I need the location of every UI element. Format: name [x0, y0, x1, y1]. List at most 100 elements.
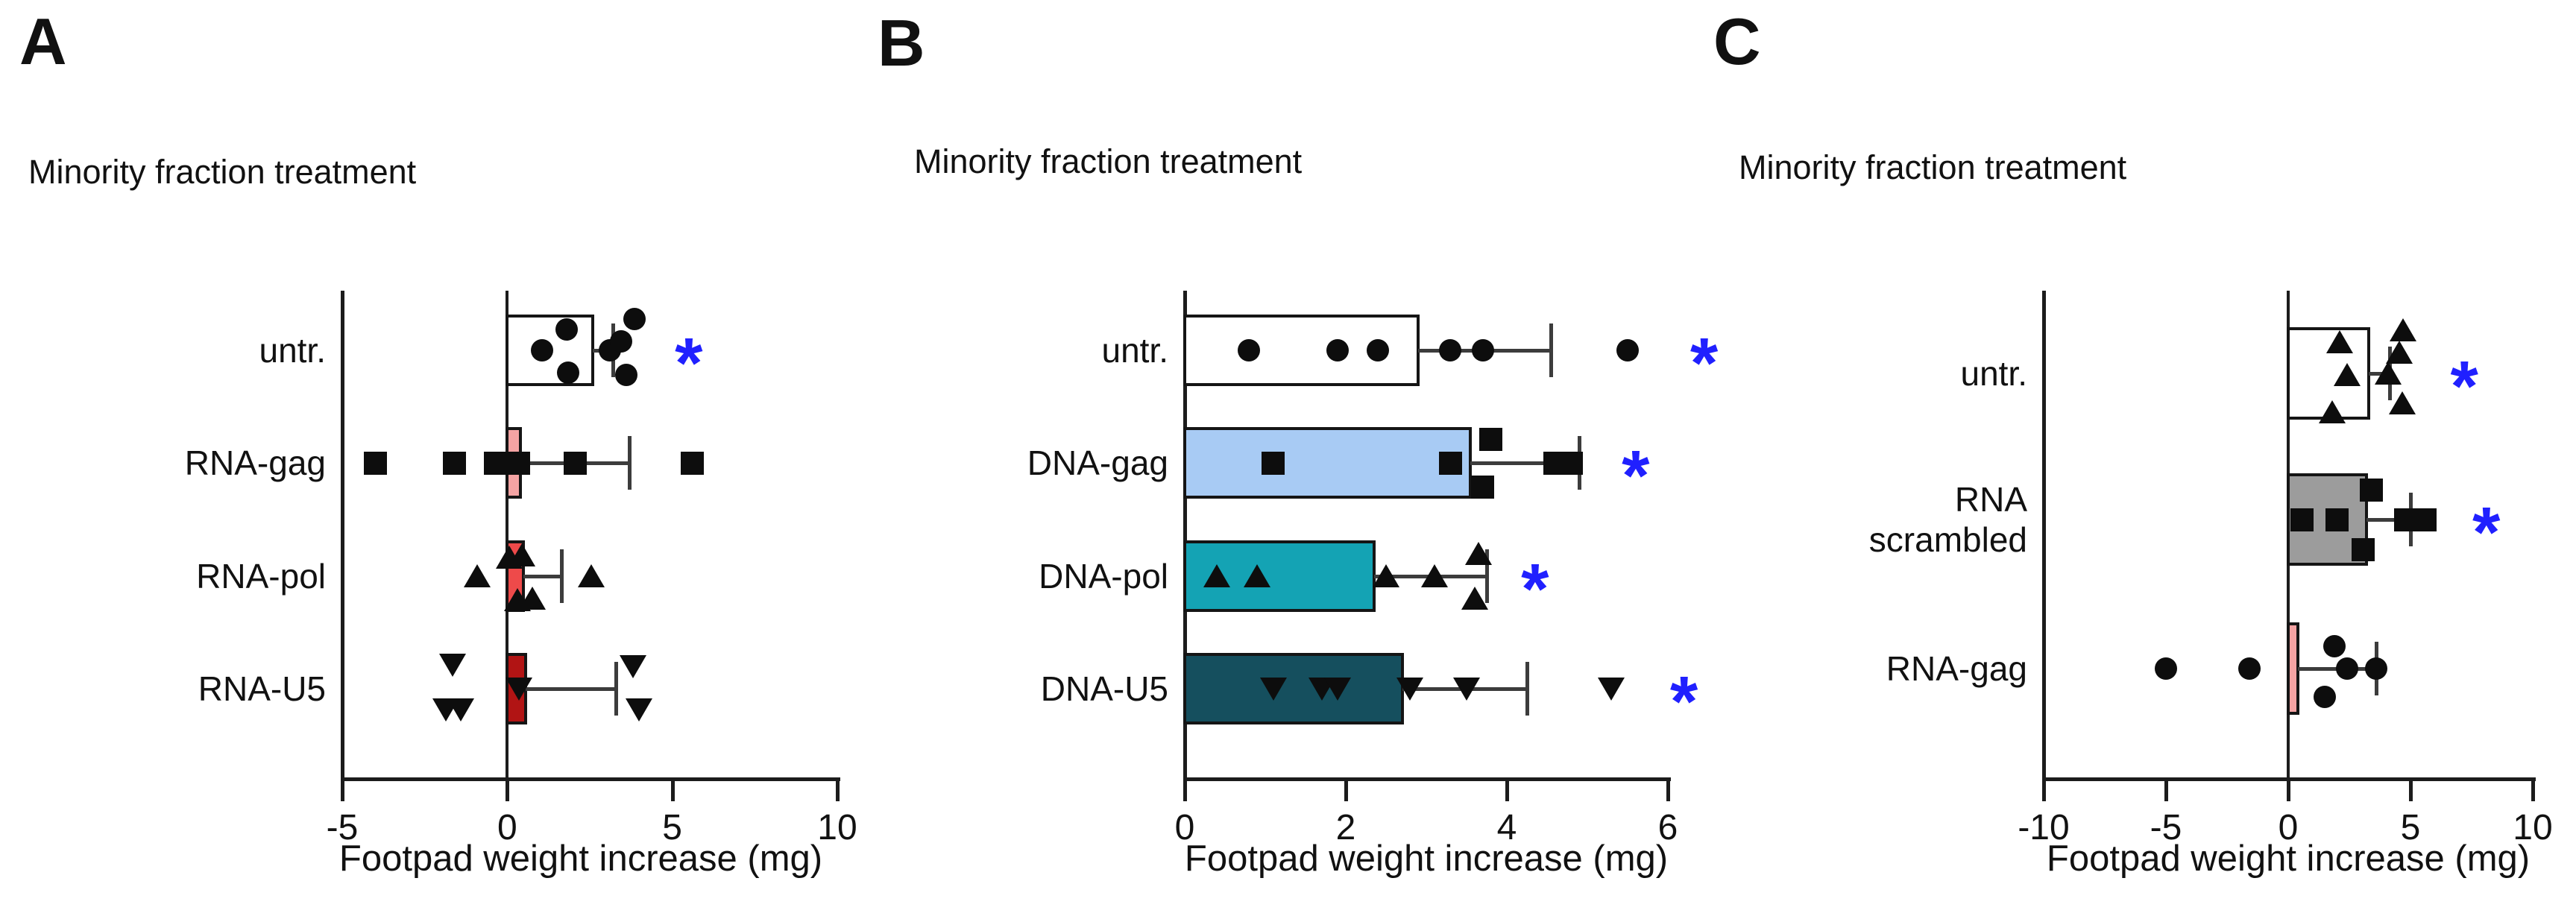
error-bar-cap [1525, 662, 1529, 716]
triangle-up-marker [1373, 564, 1399, 587]
triangle-down-marker [439, 654, 467, 677]
triangle-down-marker [1259, 678, 1287, 701]
square-marker [507, 451, 531, 475]
bar [2287, 622, 2300, 715]
x-axis-line [341, 777, 840, 781]
significance-asterisk: * [1689, 323, 1719, 403]
triangle-up-marker [1461, 587, 1488, 610]
square-marker [443, 451, 466, 475]
circle-marker [1238, 339, 1261, 361]
row-label: RNA-gag [1886, 649, 2027, 688]
axis-tick [341, 777, 344, 801]
axis-tick [1183, 777, 1187, 801]
error-bar-cap [614, 662, 619, 716]
x-axis-line [1183, 777, 1671, 781]
row-label: untr. [259, 331, 326, 370]
square-marker [1559, 451, 1583, 475]
square-marker [680, 451, 704, 475]
tick-label: 2 [1335, 808, 1356, 847]
row-label: untr. [1101, 331, 1168, 370]
square-marker [2413, 508, 2437, 531]
axis-tick [1666, 777, 1670, 801]
square-marker [2290, 508, 2314, 531]
circle-marker [2238, 657, 2261, 680]
tick-label: -5 [2150, 808, 2182, 847]
significance-asterisk: * [675, 323, 703, 403]
triangle-up-marker [1203, 564, 1231, 587]
circle-marker [614, 364, 637, 386]
circle-marker [2365, 657, 2388, 680]
triangle-up-marker [2325, 330, 2353, 353]
circle-marker [2314, 686, 2337, 708]
x-axis-title-b: Footpad weight increase (mg) [1184, 839, 1669, 879]
square-marker [1478, 427, 1502, 451]
square-marker [484, 451, 508, 475]
square-marker [1471, 475, 1495, 499]
tick-label: 10 [817, 808, 857, 847]
square-marker [363, 451, 387, 475]
circle-marker [1471, 339, 1494, 361]
panel-letter-b: B [878, 6, 925, 80]
axis-tick [506, 777, 510, 801]
significance-asterisk: * [1521, 549, 1549, 629]
zero-line [506, 291, 509, 781]
square-marker [2393, 508, 2417, 531]
axis-tick [1505, 777, 1509, 801]
square-marker [2360, 478, 2384, 502]
axis-tick [670, 777, 675, 801]
x-axis-title-a: Footpad weight increase (mg) [338, 839, 823, 879]
triangle-up-marker [2319, 400, 2346, 423]
triangle-down-marker [505, 678, 532, 701]
triangle-up-marker [2390, 318, 2417, 341]
triangle-up-marker [508, 543, 536, 566]
tick-label: 0 [2278, 808, 2299, 847]
triangle-down-marker [626, 698, 653, 722]
bar [1183, 427, 1473, 499]
circle-marker [2323, 635, 2346, 657]
triangle-down-marker [1396, 678, 1424, 701]
chart-title-c: Minority fraction treatment [1739, 148, 2127, 186]
circle-marker [610, 330, 633, 353]
square-marker [1438, 451, 1462, 475]
y-axis-line [2042, 291, 2046, 781]
significance-asterisk: * [2450, 347, 2478, 426]
row-label: DNA-pol [1039, 557, 1168, 596]
row-label: untr. [1960, 354, 2027, 393]
circle-marker [1367, 339, 1390, 361]
triangle-up-marker [1465, 542, 1493, 565]
tick-label: 0 [1174, 808, 1195, 847]
tick-label: -10 [2018, 808, 2070, 847]
error-bar-cap [628, 436, 632, 490]
panel-letter-c: C [1713, 4, 1761, 78]
panel-letter-a: A [19, 4, 67, 78]
triangle-down-marker [1598, 678, 1625, 701]
circle-marker [1439, 339, 1462, 361]
error-bar-cap [560, 549, 564, 603]
axis-tick [2042, 777, 2046, 801]
square-marker [2351, 537, 2375, 561]
significance-asterisk: * [2472, 493, 2501, 572]
triangle-up-marker [1244, 564, 1271, 587]
x-axis-title-c: Footpad weight increase (mg) [2046, 839, 2531, 879]
axis-tick [836, 777, 840, 801]
circle-marker [557, 361, 580, 384]
error-bar-line [1470, 461, 1580, 465]
triangle-down-marker [1453, 678, 1480, 701]
row-label: DNA-U5 [1040, 669, 1168, 708]
axis-tick [2531, 777, 2535, 801]
triangle-down-marker [1324, 678, 1352, 701]
circle-marker [2335, 657, 2358, 680]
circle-marker [1616, 339, 1639, 361]
tick-label: 5 [662, 808, 682, 847]
tick-label: 6 [1657, 808, 1678, 847]
square-marker [1262, 451, 1285, 475]
triangle-down-marker [619, 655, 646, 678]
square-marker [2325, 508, 2349, 531]
row-label: RNA-U5 [198, 669, 326, 708]
error-bar-line [525, 687, 617, 691]
row-label: RNA scrambled [1868, 480, 2027, 559]
row-label: RNA-gag [184, 443, 326, 482]
triangle-up-marker [464, 564, 491, 587]
axis-tick [2409, 777, 2413, 801]
